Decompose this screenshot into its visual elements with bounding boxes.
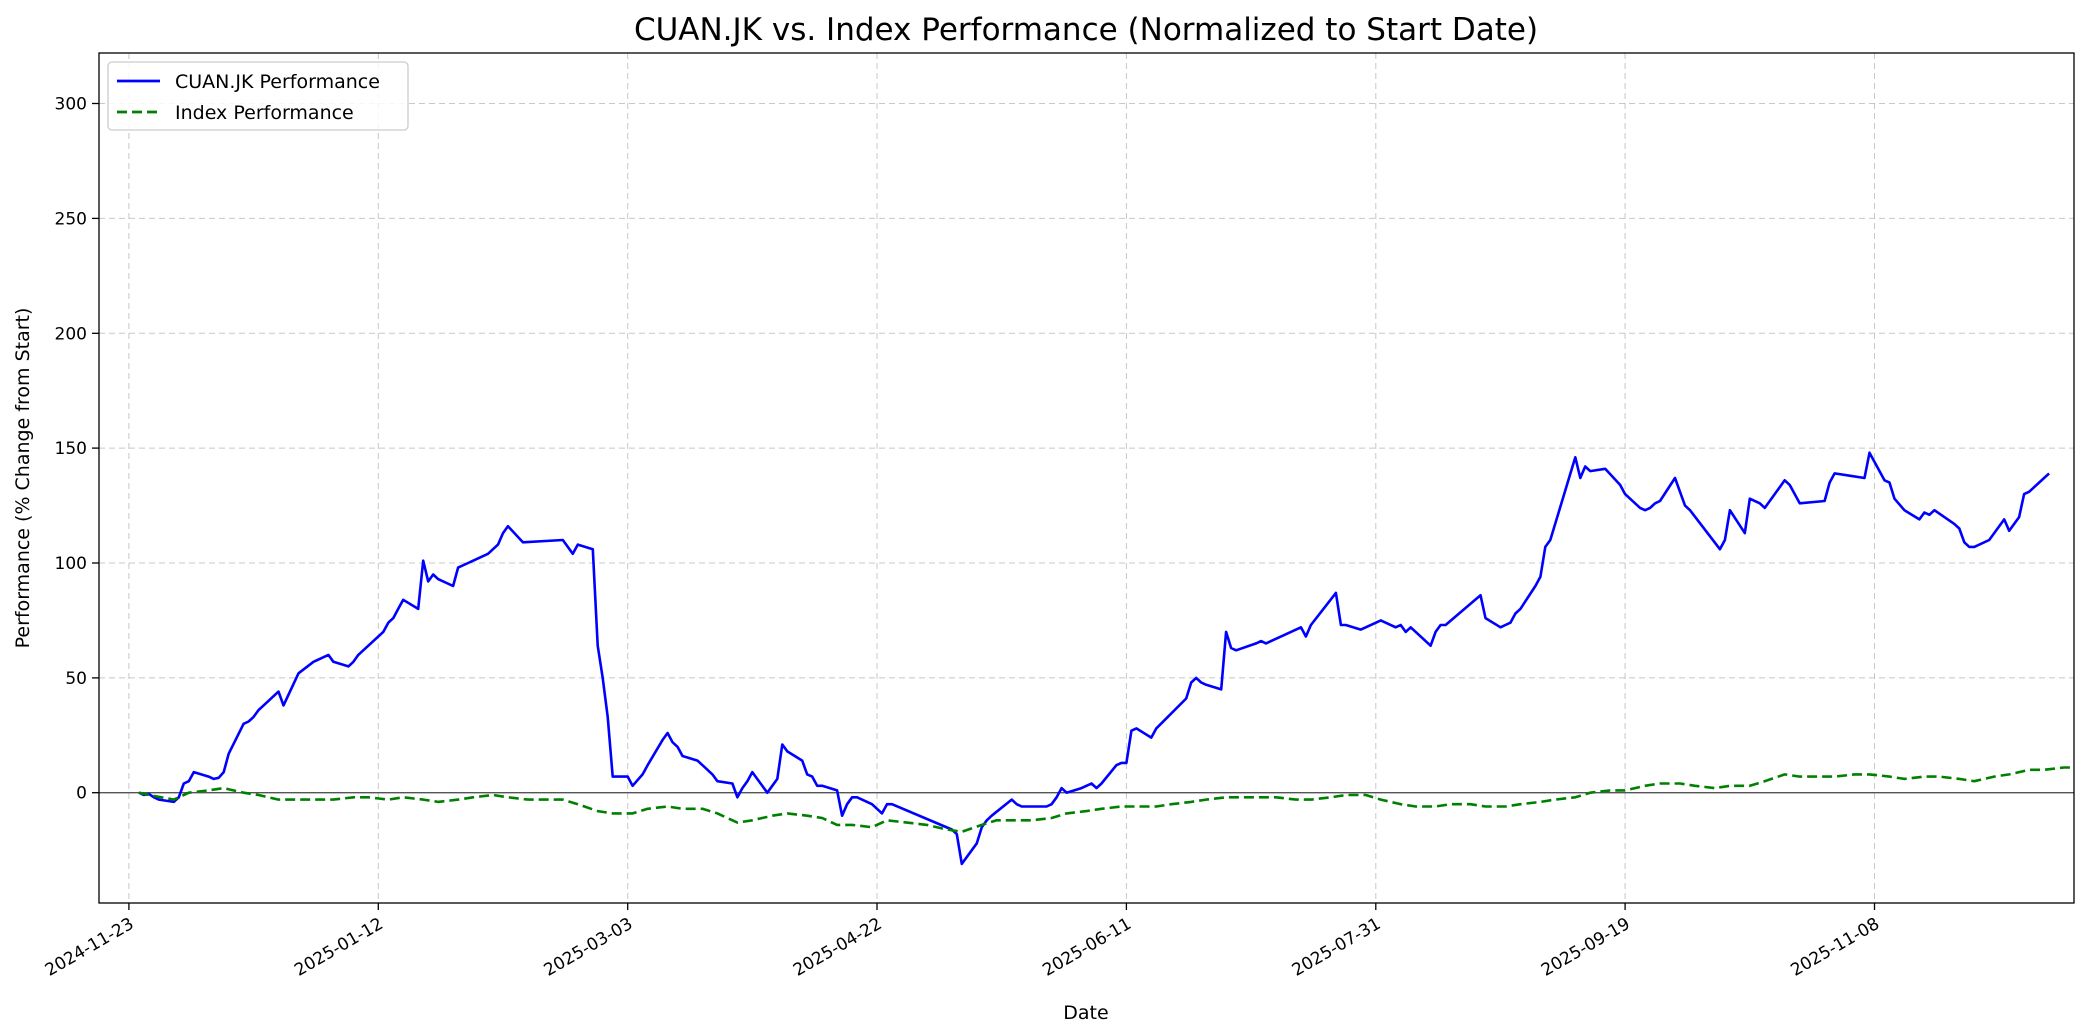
y-tick-label: 100 — [55, 554, 87, 574]
legend-label-index: Index Performance — [175, 102, 354, 124]
legend-box — [107, 61, 409, 131]
chart-title: CUAN.JK vs. Index Performance (Normalize… — [634, 12, 1538, 48]
y-tick-label: 300 — [55, 95, 87, 115]
legend: CUAN.JK Performance Index Performance — [107, 61, 409, 131]
y-axis-title: Performance (% Change from Start) — [12, 308, 34, 649]
series-line-index — [138, 766, 2074, 834]
series-layer — [138, 451, 2074, 866]
y-tick-label: 250 — [55, 209, 87, 229]
plot-area-frame — [98, 52, 2075, 904]
y-tick-label: 50 — [65, 669, 87, 689]
series-line-cuan — [138, 451, 2050, 866]
legend-label-cuan: CUAN.JK Performance — [175, 71, 380, 93]
y-axis-ticks: 0 50 100 150 200 250 300 — [55, 95, 99, 804]
y-tick-label: 200 — [55, 324, 87, 344]
y-tick-label: 150 — [55, 439, 87, 459]
x-axis-title: Date — [1063, 1002, 1108, 1024]
y-tick-label: 0 — [76, 784, 87, 804]
